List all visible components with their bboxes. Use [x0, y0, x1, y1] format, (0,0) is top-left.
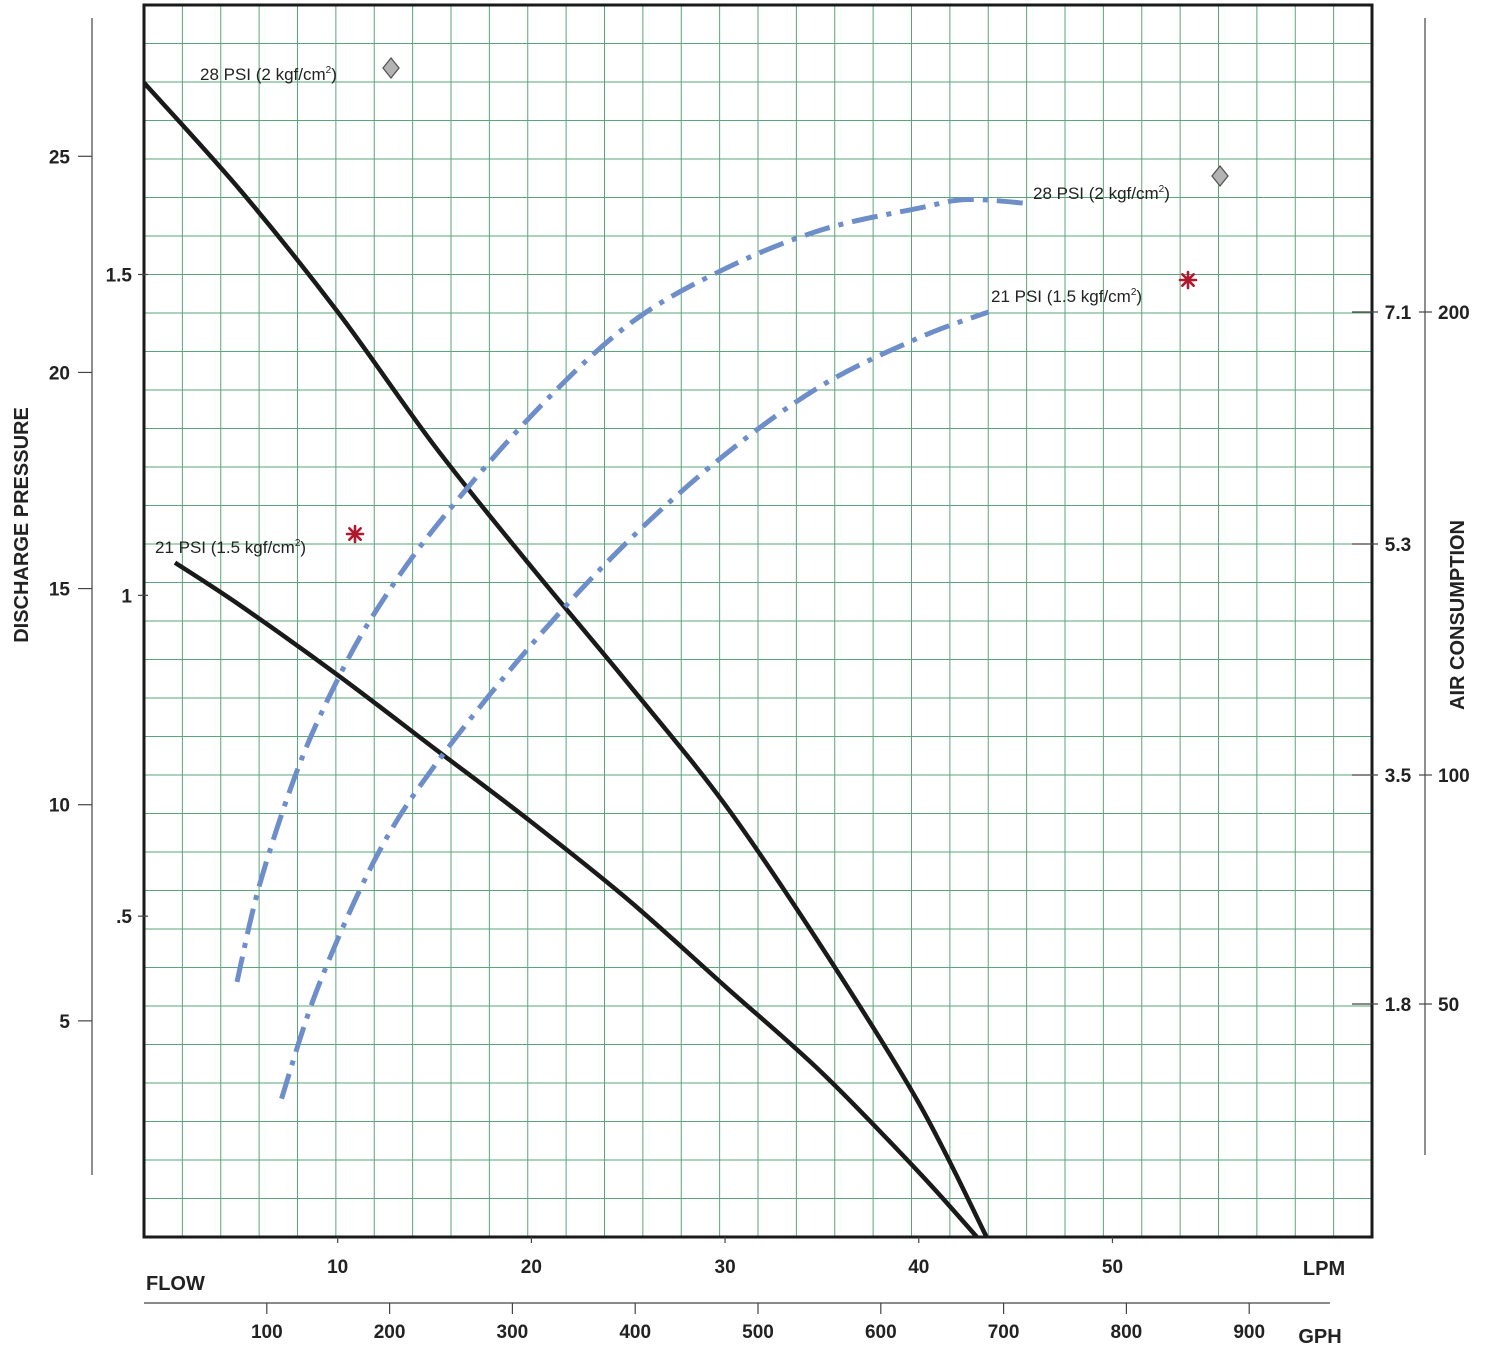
asterisk-marker-icon [345, 524, 365, 544]
cfm-tick-label: 3.5 [1385, 766, 1412, 787]
discharge-curve-2 [173, 560, 979, 1239]
curve-label-text: 28 PSI (2 kgf/cm2) [1033, 184, 1170, 203]
psi-tick-label: 20 [49, 363, 70, 384]
curve-label-text: 28 PSI (2 kgf/cm2) [200, 65, 337, 84]
asterisk-stroke [1181, 273, 1195, 287]
curve-label-text: 21 PSI (1.5 kgf/cm2) [155, 538, 306, 557]
grid-lines [144, 5, 1372, 1237]
cfm-tick-label: 5.3 [1385, 535, 1411, 556]
air-consumption-curve-3 [234, 196, 1032, 983]
right-axis-title: AIR CONSUMPTION [1447, 520, 1469, 710]
plot-border [142, 3, 1374, 1239]
gph-tick-label: 800 [1111, 1322, 1143, 1343]
gph-tick-label: 300 [497, 1322, 529, 1343]
gph-tick-label: 200 [374, 1322, 406, 1343]
gph-tick-label: 900 [1233, 1322, 1265, 1343]
cfm-tick-label: 1.8 [1385, 995, 1411, 1016]
gph-tick-label: 600 [865, 1322, 897, 1343]
diamond-marker-icon [382, 56, 400, 80]
bar-tick-label: 1.5 [106, 266, 133, 287]
curve-label-4: 21 PSI (1.5 kgf/cm2) [155, 524, 365, 557]
lpm-tick-label: 20 [521, 1257, 542, 1278]
discharge-curve-1 [142, 81, 989, 1239]
diamond-marker-icon [1211, 164, 1229, 188]
bar-tick-label: 1 [121, 586, 132, 607]
air-tick-label: 100 [1438, 766, 1470, 787]
curve-label-text: 21 PSI (1.5 kgf/cm2) [991, 287, 1142, 306]
air-consumption-curve-4 [279, 309, 990, 1100]
lpm-tick-label: 50 [1102, 1257, 1123, 1278]
curve-label-3: 21 PSI (1.5 kgf/cm2) [991, 270, 1198, 306]
air-tick-label: 50 [1438, 995, 1459, 1016]
curve-label-1: 28 PSI (2 kgf/cm2) [200, 56, 400, 84]
gph-tick-label: 700 [988, 1322, 1020, 1343]
axes: 5 10 15 20 25 .5 1 1.5 DISCHARGE PRESSURE 1.8 3.5 5… [11, 18, 1470, 1348]
annotations: 28 PSI (2 kgf/cm2) 28 PSI (2 kgf/cm2) 21 P… [155, 56, 1229, 557]
air-tick-label: 200 [1438, 303, 1470, 324]
gph-tick-label: 500 [742, 1322, 774, 1343]
psi-tick-label: 25 [49, 147, 71, 168]
psi-tick-label: 15 [49, 580, 71, 601]
lpm-axis-label: LPM [1303, 1258, 1345, 1280]
psi-tick-label: 5 [59, 1012, 70, 1033]
gph-axis-label: GPH [1298, 1326, 1341, 1348]
gph-tick-label: 400 [619, 1322, 651, 1343]
curves [142, 81, 1032, 1239]
plot-frame [142, 3, 1374, 1239]
lpm-tick-label: 40 [908, 1257, 929, 1278]
flow-label: FLOW [146, 1273, 205, 1295]
asterisk-stroke [348, 527, 362, 541]
left-axis-title: DISCHARGE PRESSURE [11, 407, 33, 643]
lpm-tick-label: 10 [327, 1257, 348, 1278]
curve-label-2: 28 PSI (2 kgf/cm2) [1033, 164, 1229, 203]
cfm-tick-label: 7.1 [1385, 303, 1412, 324]
psi-tick-label: 10 [49, 796, 70, 817]
bar-tick-label: .5 [116, 907, 132, 928]
gph-tick-label: 100 [251, 1322, 283, 1343]
lpm-tick-label: 30 [715, 1257, 736, 1278]
asterisk-marker-icon [1178, 270, 1198, 290]
